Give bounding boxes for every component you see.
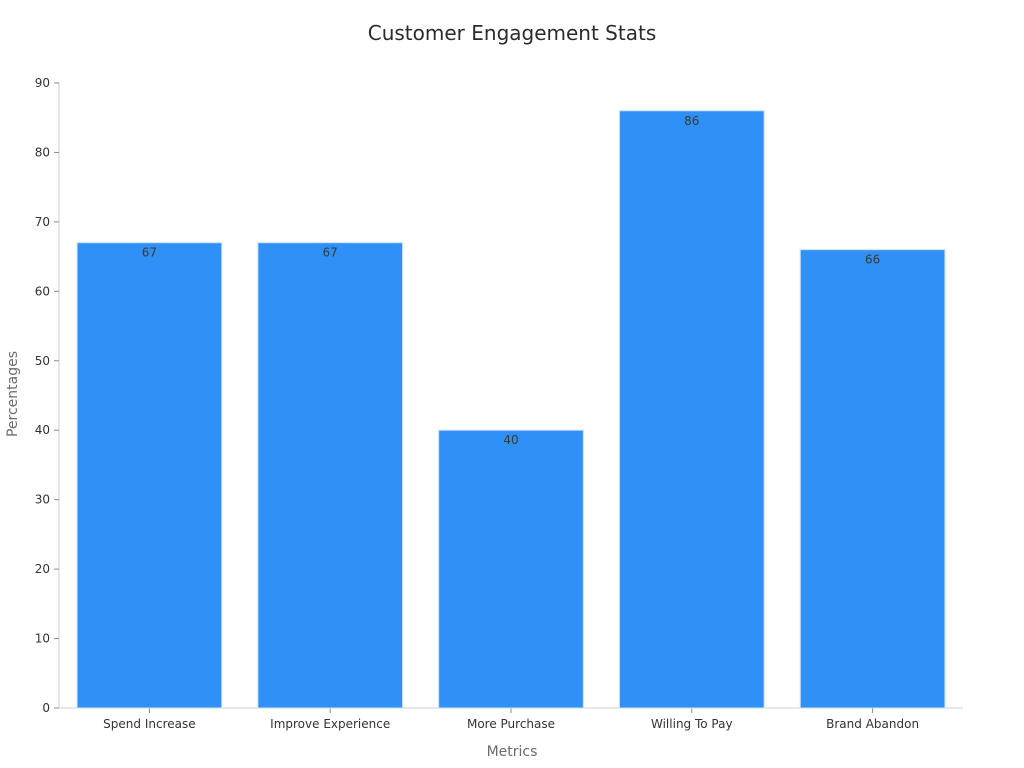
x-tick-label: Brand Abandon xyxy=(826,717,919,731)
x-axis: Spend Increase Improve Experience More Pur… xyxy=(59,707,963,731)
y-tick-label: 50 xyxy=(35,354,50,368)
data-label: 67 xyxy=(323,246,338,260)
data-label: 66 xyxy=(865,253,880,267)
x-tick-label: Spend Increase xyxy=(103,717,195,731)
bars-group xyxy=(76,110,946,709)
y-tick-label: 90 xyxy=(35,76,50,90)
y-tick-label: 60 xyxy=(35,284,50,298)
data-label: 86 xyxy=(684,114,699,128)
y-tick-label: 0 xyxy=(42,701,50,715)
x-tick-label: Improve Experience xyxy=(270,717,390,731)
x-tick-label: More Purchase xyxy=(467,717,555,731)
data-label: 67 xyxy=(142,246,157,260)
y-tick-label: 30 xyxy=(35,493,50,507)
y-axis: 0 10 20 30 40 50 60 70 80 90 xyxy=(35,76,60,715)
y-tick-label: 10 xyxy=(35,632,50,646)
x-tick-label: Willing To Pay xyxy=(651,717,733,731)
y-tick-label: 20 xyxy=(35,562,50,576)
bar-brand-abandon xyxy=(799,249,946,709)
data-labels-group: 67 67 40 86 66 xyxy=(142,114,880,447)
chart-title: Customer Engagement Stats xyxy=(368,21,657,45)
y-axis-label: Percentages xyxy=(5,351,21,437)
bar-willing-to-pay xyxy=(618,110,765,709)
bar-spend-increase xyxy=(76,242,223,709)
x-axis-label: Metrics xyxy=(487,744,538,760)
data-label: 40 xyxy=(503,433,518,447)
bar-more-purchase xyxy=(438,429,584,709)
y-tick-label: 80 xyxy=(35,145,50,159)
y-tick-label: 70 xyxy=(35,215,50,229)
bar-improve-experience xyxy=(257,242,404,709)
y-tick-label: 40 xyxy=(35,423,50,437)
